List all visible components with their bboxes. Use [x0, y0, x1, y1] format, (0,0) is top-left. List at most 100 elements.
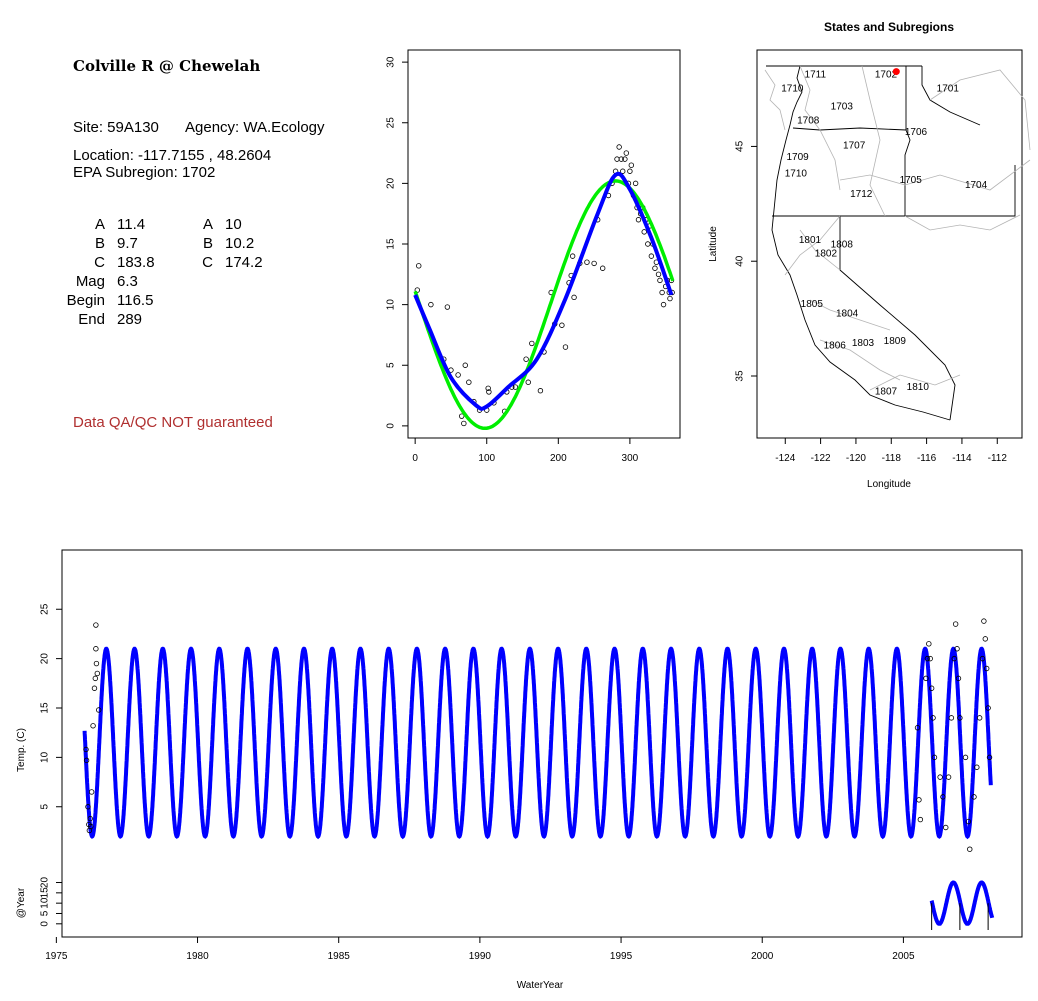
- ts-data-point: [986, 754, 993, 761]
- map-x-tick-label: -112: [988, 453, 1008, 464]
- map-x-tick-label: -120: [846, 453, 866, 464]
- param-label: Mag: [75, 273, 105, 290]
- data-point: [618, 156, 625, 162]
- atyear-y-tick-label: 10: [40, 897, 51, 909]
- ts-data-point: [984, 665, 990, 672]
- param-row-c: C 183.8: [40, 254, 170, 273]
- param-row-begin: Begin 116.5: [40, 292, 170, 311]
- params-right-table: A 10 B 10.2 C 174.2: [170, 216, 280, 273]
- ts-y-tick-label: 20: [40, 653, 51, 665]
- param-row-b: B 10.2: [170, 235, 280, 254]
- region-label: 1710: [785, 168, 808, 179]
- data-point: [652, 265, 658, 271]
- data-point: [620, 168, 626, 174]
- site-id: Site: 59A130: [73, 119, 159, 136]
- data-point: [599, 265, 606, 271]
- ts-data-point: [940, 794, 946, 800]
- ts-data-point: [87, 815, 93, 822]
- atyear-y-tick-label: 0: [40, 921, 51, 927]
- region-label: 1710: [781, 83, 804, 94]
- ts-x-tick-label: 1985: [328, 951, 351, 962]
- param-value: 10.2: [225, 235, 255, 252]
- map-x-tick-label: -118: [882, 453, 902, 464]
- ts-data-point: [94, 670, 100, 677]
- data-point: [659, 289, 665, 296]
- agency: Agency: WA.Ecology: [185, 119, 325, 136]
- region-label: 1810: [907, 382, 930, 393]
- map-y-tick-label: 35: [735, 370, 746, 382]
- region-label: 1709: [787, 152, 810, 163]
- ts-data-point: [951, 655, 957, 662]
- params-left-table: A 11.4 B 9.7 C 183.8 Mag 6.3 Begin 116.5 End 2…: [40, 216, 170, 330]
- ts-ylabel: Temp. (C): [16, 728, 27, 772]
- data-point: [428, 301, 434, 308]
- data-point: [627, 168, 633, 174]
- region-label: 1711: [805, 70, 827, 81]
- ts-data-point: [85, 804, 91, 810]
- ts-y-tick-label: 5: [40, 804, 51, 810]
- data-point: [622, 156, 628, 162]
- data-point: [523, 356, 529, 362]
- param-row-a: A 10: [170, 216, 280, 235]
- ts-x-tick-label: 1975: [45, 951, 68, 962]
- or-wa-border: [792, 127, 907, 131]
- ts-data-point: [96, 707, 102, 713]
- ts-data-point: [971, 794, 977, 800]
- region-label: 1806: [824, 340, 847, 351]
- ts-xlabel: WaterYear: [517, 980, 564, 991]
- param-label: B: [202, 235, 213, 252]
- y-tick-label: 30: [386, 56, 397, 68]
- x-tick-label: 200: [550, 453, 567, 464]
- ts-y-tick-label: 10: [40, 751, 51, 763]
- y-tick-label: 10: [386, 299, 397, 311]
- region-label: 1707: [843, 141, 866, 152]
- data-point: [455, 372, 461, 378]
- ts-data-point: [945, 774, 952, 780]
- data-point: [461, 420, 467, 427]
- ts-data-point: [83, 746, 89, 753]
- data-point: [486, 389, 492, 395]
- param-row-b: B 9.7: [40, 235, 170, 254]
- data-point: [444, 304, 451, 310]
- map-xlabel: Longitude: [867, 479, 911, 490]
- region-label: 1712: [850, 189, 873, 200]
- ts-x-tick-label: 2000: [751, 951, 774, 962]
- data-point: [623, 150, 630, 156]
- region-label: 1808: [831, 239, 854, 250]
- region-label: 1801: [799, 235, 822, 246]
- param-value: 183.8: [117, 254, 155, 271]
- map-y-tick-label: 45: [735, 140, 746, 152]
- data-point: [512, 384, 519, 390]
- ts-data-point: [982, 636, 988, 642]
- data-point: [635, 217, 642, 223]
- ts-data-point: [954, 646, 960, 652]
- ts-data-point: [91, 685, 98, 691]
- data-point: [462, 362, 468, 368]
- ts-x-tick-label: 2005: [892, 951, 915, 962]
- data-point: [632, 180, 639, 187]
- map-x-tick-label: -114: [952, 453, 972, 464]
- region-label: 1805: [801, 299, 824, 310]
- subregion-boundaries: [764, 65, 1031, 391]
- ts-x-tick-label: 1980: [186, 951, 209, 962]
- ts-data-point: [937, 774, 943, 780]
- data-point: [529, 340, 535, 347]
- region-label: 1807: [875, 386, 898, 397]
- region-label: 1803: [852, 338, 875, 349]
- param-row-a: A 11.4: [40, 216, 170, 235]
- map-ylabel: Latitude: [708, 226, 719, 262]
- ts-data-point: [90, 723, 96, 729]
- ts-data-point: [92, 675, 99, 682]
- ts-data-point: [93, 622, 99, 628]
- ts-data-point: [928, 685, 935, 691]
- data-point: [584, 259, 590, 265]
- atyear-ylabel: @Year: [16, 887, 27, 918]
- ts-data-point: [916, 797, 922, 803]
- param-label: A: [202, 216, 213, 233]
- data-point: [655, 271, 662, 278]
- data-point: [571, 294, 577, 301]
- site-title: Colville R @ Chewelah: [73, 57, 261, 75]
